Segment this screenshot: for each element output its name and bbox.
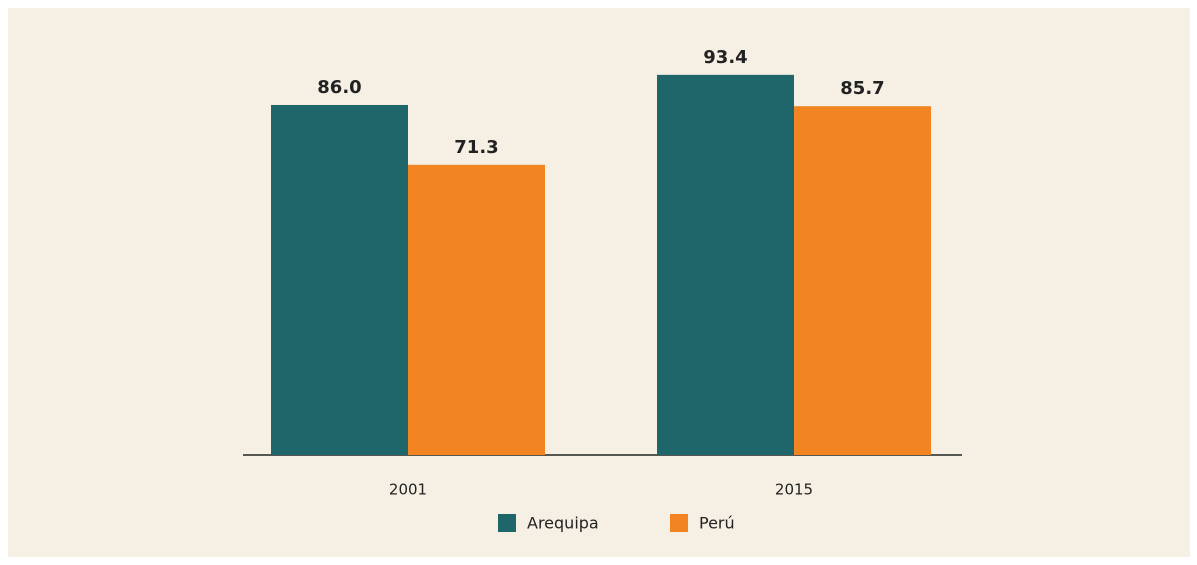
x-tick-label: 2001 [389,481,427,499]
x-tick-label: 2015 [775,481,813,499]
bar [657,74,794,455]
legend-swatch [498,514,516,532]
legend-label: Perú [699,514,735,533]
data-label: 86.0 [317,77,361,98]
bar [794,106,931,456]
legend-swatch [670,514,688,532]
data-label: 93.4 [703,47,747,68]
bar [271,104,408,455]
data-label: 85.7 [840,78,884,99]
bar [408,164,545,455]
data-label: 71.3 [454,137,498,158]
legend-label: Arequipa [527,514,599,533]
chart-background [8,8,1190,557]
